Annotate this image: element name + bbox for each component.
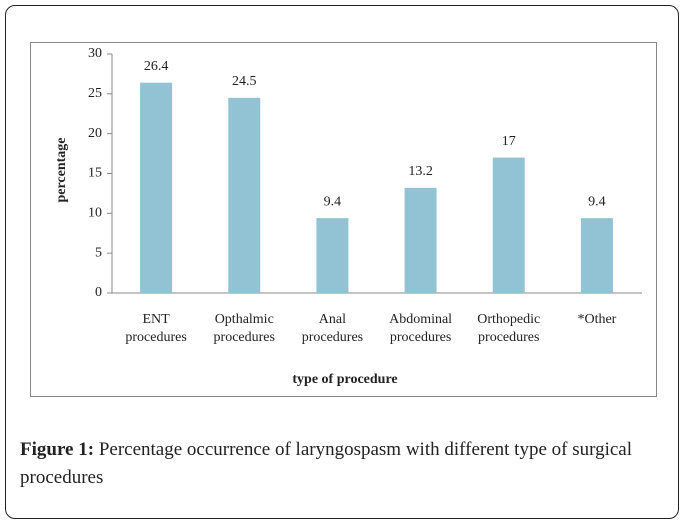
x-tick-label: Opthalmic procedures — [213, 312, 275, 345]
y-tick-label: 5 — [95, 245, 102, 260]
bar — [404, 187, 437, 293]
value-label: 17 — [502, 134, 516, 149]
bar — [140, 82, 173, 294]
chart: percentage type of procedure 0 5 10 15 20 25 3… — [54, 46, 642, 387]
y-tick-label: 0 — [95, 285, 102, 300]
x-tick-label: Abdominal procedures — [389, 312, 453, 345]
value-label: 13.2 — [408, 164, 433, 179]
x-tick-label: Anal procedures — [301, 312, 364, 345]
frame — [5, 5, 679, 519]
value-label: 9.4 — [588, 194, 606, 209]
value-label: 9.4 — [324, 194, 342, 209]
y-tick-label: 20 — [88, 126, 102, 141]
x-tick-label: Orthopedic procedures — [477, 312, 541, 345]
bar — [228, 97, 261, 293]
x-tick-label: ENT procedures — [125, 312, 187, 345]
y-tick-label: 15 — [88, 166, 102, 181]
y-tick-label: 25 — [88, 86, 102, 101]
caption: Figure 1: Percentage occurrence of laryn… — [20, 436, 670, 492]
chart-box — [30, 42, 657, 397]
y-tick-label: 30 — [88, 46, 102, 61]
bar — [492, 157, 525, 293]
y-tick-label: 10 — [88, 206, 102, 221]
caption-text: Percentage occurrence of laryngospasm wi… — [20, 439, 633, 488]
bar — [580, 218, 613, 293]
value-label: 24.5 — [232, 74, 257, 89]
value-label: 26.4 — [144, 59, 169, 74]
bar — [316, 218, 349, 293]
x-tick-label: *Other — [577, 312, 617, 327]
x-axis-label: type of procedure — [292, 372, 397, 387]
caption-label: Figure 1: — [20, 439, 95, 460]
y-axis-label: percentage — [54, 137, 69, 202]
